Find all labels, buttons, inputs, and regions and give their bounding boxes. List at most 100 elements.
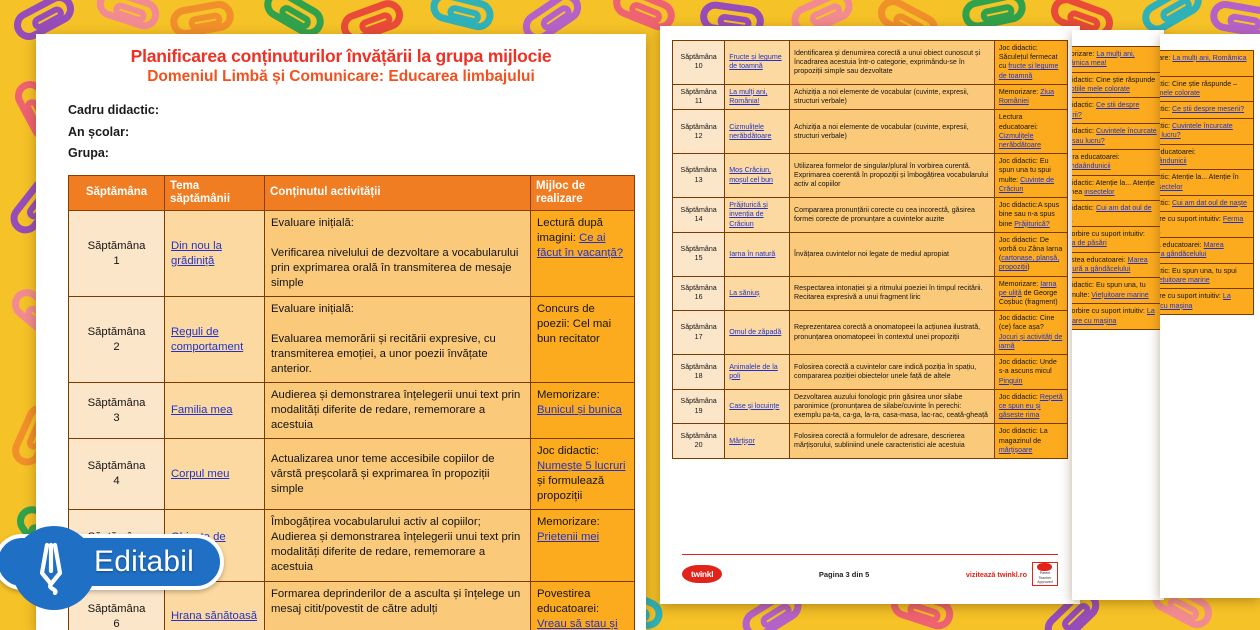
means-link[interactable]: Ferma de păsări <box>1160 215 1244 232</box>
theme-link[interactable]: Fructe și legume de toamnă <box>729 53 782 71</box>
cell-tema[interactable]: Reguli de comportament <box>164 296 265 384</box>
theme-link[interactable]: Moș Crăciun, moșul cel bun <box>729 166 774 184</box>
cell-mijloc: Memorizare: La mulți ani, Româmica mea! <box>1072 46 1164 73</box>
means-link[interactable]: Viețuitoare marine <box>1160 276 1210 285</box>
cell-mijloc: Joc didactic: Atenție la... Atenție în l… <box>1160 169 1254 196</box>
editabil-label: Editabil <box>94 545 194 578</box>
paperclip-icon <box>92 0 164 34</box>
cell-mijloc: Povestea educatoarei: Marea aventură a g… <box>1072 251 1164 279</box>
means-link[interactable]: Pinguin <box>998 376 1023 385</box>
means-link[interactable]: Iarna pe uliță <box>998 279 1057 297</box>
cell-saptamana: Săptămâna 17 <box>671 310 726 356</box>
cell-tema[interactable]: Mărțișor <box>724 423 791 460</box>
footer-right-group: vizitează twinkl.ro Parent Teacher Appro… <box>966 562 1058 586</box>
theme-link[interactable]: Iarna în natură <box>729 249 776 258</box>
partial-row: Joc didactic: Cine știe răspunde – emoți… <box>1072 71 1164 99</box>
theme-link[interactable]: Corpul meu <box>171 467 230 480</box>
cell-tema[interactable]: Omul de zăpadă <box>724 310 791 356</box>
means-link[interactable]: emoțiile mele colorate <box>1160 89 1200 98</box>
cell-tema[interactable]: Prăjiturică și invenția de Crăciun <box>724 197 791 233</box>
means-link[interactable]: Prăjiturică? <box>1014 219 1050 228</box>
cell-tema[interactable]: Cizmulițele nerăbdătoare <box>724 109 791 155</box>
means-link[interactable]: Jocuri și activități de iarnă <box>998 332 1063 350</box>
means-link[interactable]: fructe și legume de toamnă <box>998 62 1059 80</box>
theme-link[interactable]: La mulți ani, România! <box>729 87 768 106</box>
theme-link[interactable]: Familia mea <box>171 404 233 417</box>
cell-tema[interactable]: Case și locuințe <box>724 388 791 425</box>
means-link[interactable]: Cui am dat oul de naște <box>1072 204 1152 221</box>
means-link[interactable]: emoțiile mele colorate <box>1072 85 1130 94</box>
cell-continut: Folosirea corectă a formulelor de adresa… <box>789 423 995 460</box>
table-row: Săptămâna 19 Case și locuințe Dezvoltarea a… <box>671 388 1069 425</box>
means-link[interactable]: Cui am dat oul de naște <box>1172 198 1247 207</box>
cell-mijloc: Lectura educatoarei: Legendaândunicii <box>1072 148 1164 176</box>
cell-mijloc: Memorizare: Iarna pe uliță de George Coș… <box>993 275 1069 312</box>
partial-row: Joc didactic: Ce știi despre meserii? <box>1072 97 1164 125</box>
theme-link[interactable]: Mărțișor <box>729 436 755 445</box>
means-link[interactable]: Legendaândunicii <box>1160 156 1187 165</box>
means-link[interactable]: Numește 5 lucruri <box>537 460 626 473</box>
visit-url-link[interactable]: vizitează twinkl.ro <box>965 569 1027 579</box>
cell-mijloc: Joc didactic: De vorbă cu Zâna Iarna (ca… <box>993 231 1069 277</box>
cell-mijloc: Convorbire cu suport intuitiv: La plimba… <box>1160 288 1254 316</box>
means-link[interactable]: insectelor <box>1160 182 1183 191</box>
cell-continut: Învățarea cuvintelor noi legate de mediu… <box>789 231 995 277</box>
cell-tema[interactable]: Familia mea <box>164 382 265 440</box>
means-link[interactable]: mărțișoare <box>998 445 1033 454</box>
cell-tema[interactable]: Moș Crăciun, moșul cel bun <box>724 153 791 199</box>
pencil-icon <box>12 526 96 610</box>
cell-tema[interactable]: La săniuș <box>724 275 791 312</box>
cell-tema[interactable]: Iarna în natură <box>724 231 791 277</box>
theme-link[interactable]: Omul de zăpadă <box>729 328 782 337</box>
paperclip-inner <box>979 2 1016 24</box>
means-link[interactable]: Bunicul și bunica <box>537 404 622 417</box>
partial-row: Lectura educatoarei: Legendaândunicii <box>1160 143 1254 171</box>
means-link[interactable]: Vreau să stau și eu aici <box>537 617 618 630</box>
means-link[interactable]: Marea aventură a gândăcelului <box>1160 241 1224 259</box>
means-link[interactable]: Viețuitoare marine <box>1091 290 1149 299</box>
means-link[interactable]: Cizmulițele nerăbdătoare <box>998 131 1042 149</box>
theme-link[interactable]: La săniuș <box>729 288 760 297</box>
theme-link[interactable]: Reguli de comportament <box>171 325 244 353</box>
theme-link[interactable]: Hrana sănătoasă <box>171 610 258 623</box>
means-link[interactable]: Cuvintele încurcate ființă sau lucru? <box>1160 121 1233 140</box>
means-link[interactable]: insectelor <box>1084 187 1115 196</box>
theme-link[interactable]: Prăjiturică și invenția de Crăciun <box>729 201 768 228</box>
table-row: Săptămâna 10 Fructe și legume de toamnă Ide… <box>671 40 1069 85</box>
cell-continut: Utilizarea formelor de singular/plural î… <box>789 153 995 199</box>
partial-row: Joc didactic: Cuvintele încurcate ființă… <box>1072 123 1164 150</box>
means-link[interactable]: Cuvinte de Crăciun <box>998 175 1055 193</box>
means-link[interactable]: Ziua României <box>998 87 1055 106</box>
cell-saptamana: Săptămâna 11 <box>671 83 726 111</box>
cell-tema[interactable]: Din nou la grădiniță <box>164 210 265 298</box>
theme-link[interactable]: Animalele de la poli <box>729 362 778 380</box>
means-link[interactable]: cartonașe, planșă, propoziții <box>998 254 1060 272</box>
means-link[interactable]: Cuvintele încurcate ființă sau lucru? <box>1072 127 1157 145</box>
theme-link[interactable]: Cizmulițele nerăbdătoare <box>729 122 772 140</box>
cell-tema[interactable]: Animalele de la poli <box>724 354 791 390</box>
means-link[interactable]: Ce știi despre meserii? <box>1072 101 1140 119</box>
meta-an-scolar: An școlar: <box>68 124 130 139</box>
cell-saptamana: Săptămâna 10 <box>671 40 726 85</box>
means-link[interactable]: Marea aventură a gândăcelului <box>1072 255 1148 274</box>
theme-link[interactable]: Case și locuințe <box>729 402 780 410</box>
means-link[interactable]: Legendaândunicii <box>1072 162 1111 171</box>
partial-table-4: Memorizare: La mulți ani, Româmica mea!J… <box>1072 46 1164 330</box>
theme-link[interactable]: Din nou la grădiniță <box>171 239 222 267</box>
cell-mijloc: Joc didactic: Săculețul fermecat cu fruc… <box>993 40 1069 85</box>
means-link[interactable]: La plimbare cu mașina <box>1072 307 1155 325</box>
cell-tema[interactable]: Hrana sănătoasă <box>164 580 265 630</box>
means-link[interactable]: Ferma de păsări <box>1072 239 1107 248</box>
means-link[interactable]: Repetă ce spun eu și găsește rima <box>998 392 1063 420</box>
cell-tema[interactable]: La mulți ani, România! <box>724 83 791 111</box>
means-link[interactable]: La plimbare cu mașina <box>1160 292 1231 310</box>
means-link[interactable]: Ce știi despre meserii? <box>1172 105 1245 114</box>
cell-tema[interactable]: Fructe și legume de toamnă <box>724 40 791 85</box>
means-link[interactable]: La mulți ani, Româmica mea! <box>1072 50 1135 68</box>
means-link[interactable]: Prietenii mei <box>537 531 600 544</box>
means-link[interactable]: Ce ai făcut în vacanță? <box>537 232 624 260</box>
means-link[interactable]: La mulți ani, Româmica mea! <box>1172 54 1247 62</box>
cell-continut: Achiziția a noi elemente de vocabular (c… <box>789 83 995 111</box>
cell-tema[interactable]: Corpul meu <box>164 438 265 511</box>
partial-row: Joc didactic: Eu spun una, tu spui multe… <box>1072 277 1164 305</box>
